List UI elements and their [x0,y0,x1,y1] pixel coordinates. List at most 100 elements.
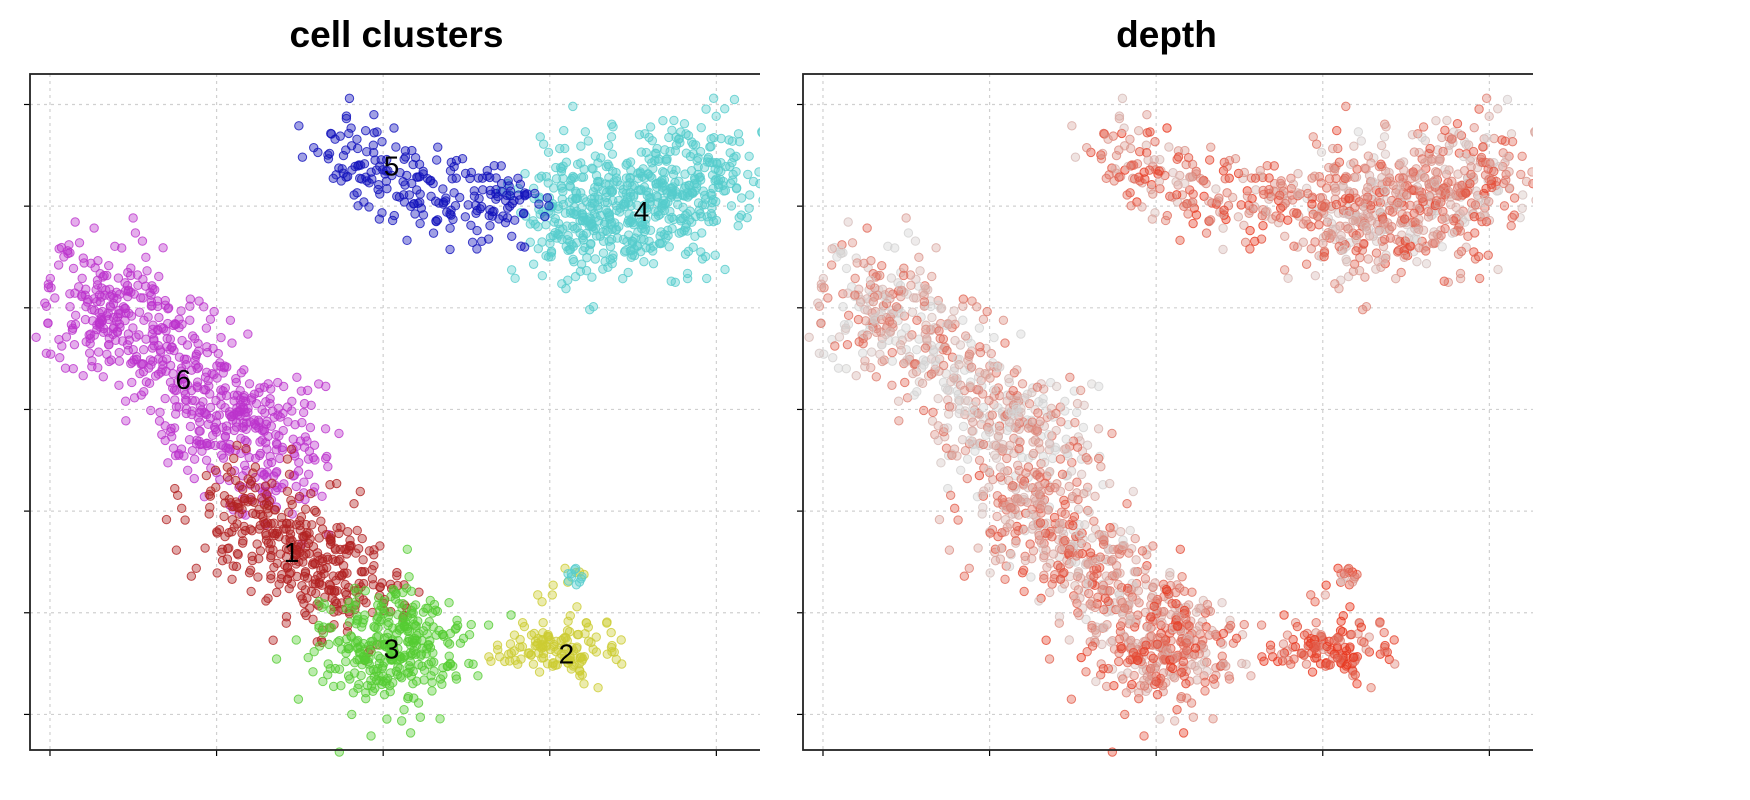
clusters-point [558,186,568,197]
clusters-point [104,260,114,271]
clusters-point [57,341,67,351]
cluster-label-1: 1 [284,537,300,568]
clusters-point [214,410,224,420]
clusters-point [340,579,350,590]
clusters-point [520,190,530,200]
depth-point [1128,486,1138,497]
depth-point [1147,671,1157,681]
clusters-point [325,663,336,674]
clusters-point [219,491,230,501]
clusters-point [606,218,617,228]
depth-point [1142,109,1152,120]
depth-point [1122,499,1132,509]
depth-point [1279,265,1290,275]
depth-point [1023,462,1034,472]
depth-point [1455,273,1466,284]
clusters-point [253,572,263,582]
clusters-point [154,312,164,323]
clusters-point [179,354,190,364]
clusters-point [547,590,557,600]
depth-point [1516,169,1526,180]
depth-point [1086,379,1097,389]
clusters-point [483,620,494,630]
depth-point [1148,653,1158,664]
clusters-point [622,181,632,191]
depth-point [1090,491,1100,502]
clusters-points [31,93,760,757]
clusters-point [212,528,222,538]
depth-point [1380,149,1391,159]
clusters-point [332,586,342,596]
clusters-point [298,407,309,418]
depth-point [921,320,931,330]
clusters-point [274,532,284,542]
clusters-point [563,568,573,579]
depth-point [955,465,966,475]
clusters-point [98,372,109,382]
clusters-point [43,318,53,328]
depth-point [1178,647,1189,658]
depth-point [876,308,886,318]
depth-point [1217,598,1227,608]
clusters-point [606,627,616,638]
clusters-point [648,258,659,269]
depth-point [1091,628,1102,638]
depth-point [1004,561,1015,572]
depth-point [904,332,914,342]
depth-point [1075,385,1086,396]
clusters-point [355,486,365,497]
clusters-point [391,142,401,152]
clusters-point [484,652,494,662]
clusters-point [355,647,366,658]
clusters-point [685,151,696,162]
clusters-point [558,199,569,210]
clusters-point [458,633,469,644]
clusters-point [309,647,319,657]
depth-point [1011,471,1021,481]
clusters-point [299,442,310,452]
depth-point [853,290,863,300]
clusters-point [347,709,357,720]
clusters-point [280,560,290,571]
depth-point [1149,155,1159,165]
depth-point [900,377,910,388]
clusters-point [358,555,368,565]
clusters-point [534,199,544,209]
clusters-point [345,540,355,551]
depth-point [1130,533,1140,544]
clusters-point [238,418,248,428]
clusters-point [324,148,335,159]
depth-point [1181,638,1192,648]
clusters-point [617,659,627,669]
clusters-point [216,450,227,460]
clusters-point [720,104,730,114]
depth-point [1374,205,1384,215]
depth-point [899,311,910,321]
clusters-point [534,667,545,677]
depth-point [1084,507,1094,517]
clusters-point [144,378,155,389]
clusters-point [375,189,385,199]
depth-point [1352,679,1362,689]
clusters-point [244,379,255,389]
clusters-point [254,504,264,515]
depth-point [1497,135,1507,145]
clusters-point [281,618,291,628]
depth-point [970,446,980,456]
depth-point [1070,417,1080,428]
clusters-point [163,303,174,313]
depth-point [917,378,928,389]
clusters-point [755,179,760,189]
clusters-point [137,359,147,369]
depth-point [1083,579,1094,589]
depth-point [1296,648,1306,659]
depth-point [1324,174,1335,184]
clusters-point [236,448,246,459]
clusters-point [716,166,726,177]
depth-point [1376,159,1386,169]
depth-point [1129,174,1140,184]
depth-point [1363,182,1373,193]
depth-point [1371,248,1382,258]
clusters-point [237,528,247,539]
clusters-point [743,169,753,180]
